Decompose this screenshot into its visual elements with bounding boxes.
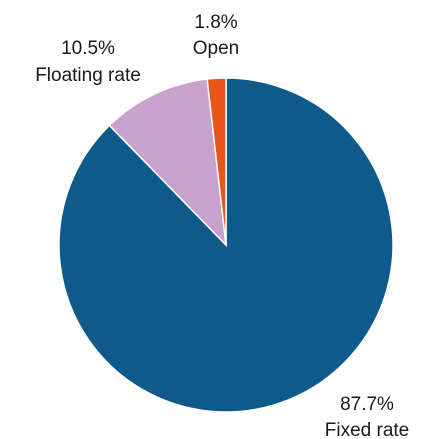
pie-slice-open: [206, 77, 227, 246]
open-category-label: Open: [193, 38, 239, 59]
floating-rate-category-label: Floating rate: [35, 65, 141, 86]
open-value-label: 1.8%: [194, 12, 237, 33]
fixed-rate-category-label: Fixed rate: [325, 420, 409, 439]
pie-slices: [58, 77, 394, 413]
floating-rate-value-label: 10.5%: [61, 38, 115, 59]
fixed-rate-value-label: 87.7%: [340, 394, 394, 415]
pie-slice-floating-rate: [108, 78, 227, 248]
